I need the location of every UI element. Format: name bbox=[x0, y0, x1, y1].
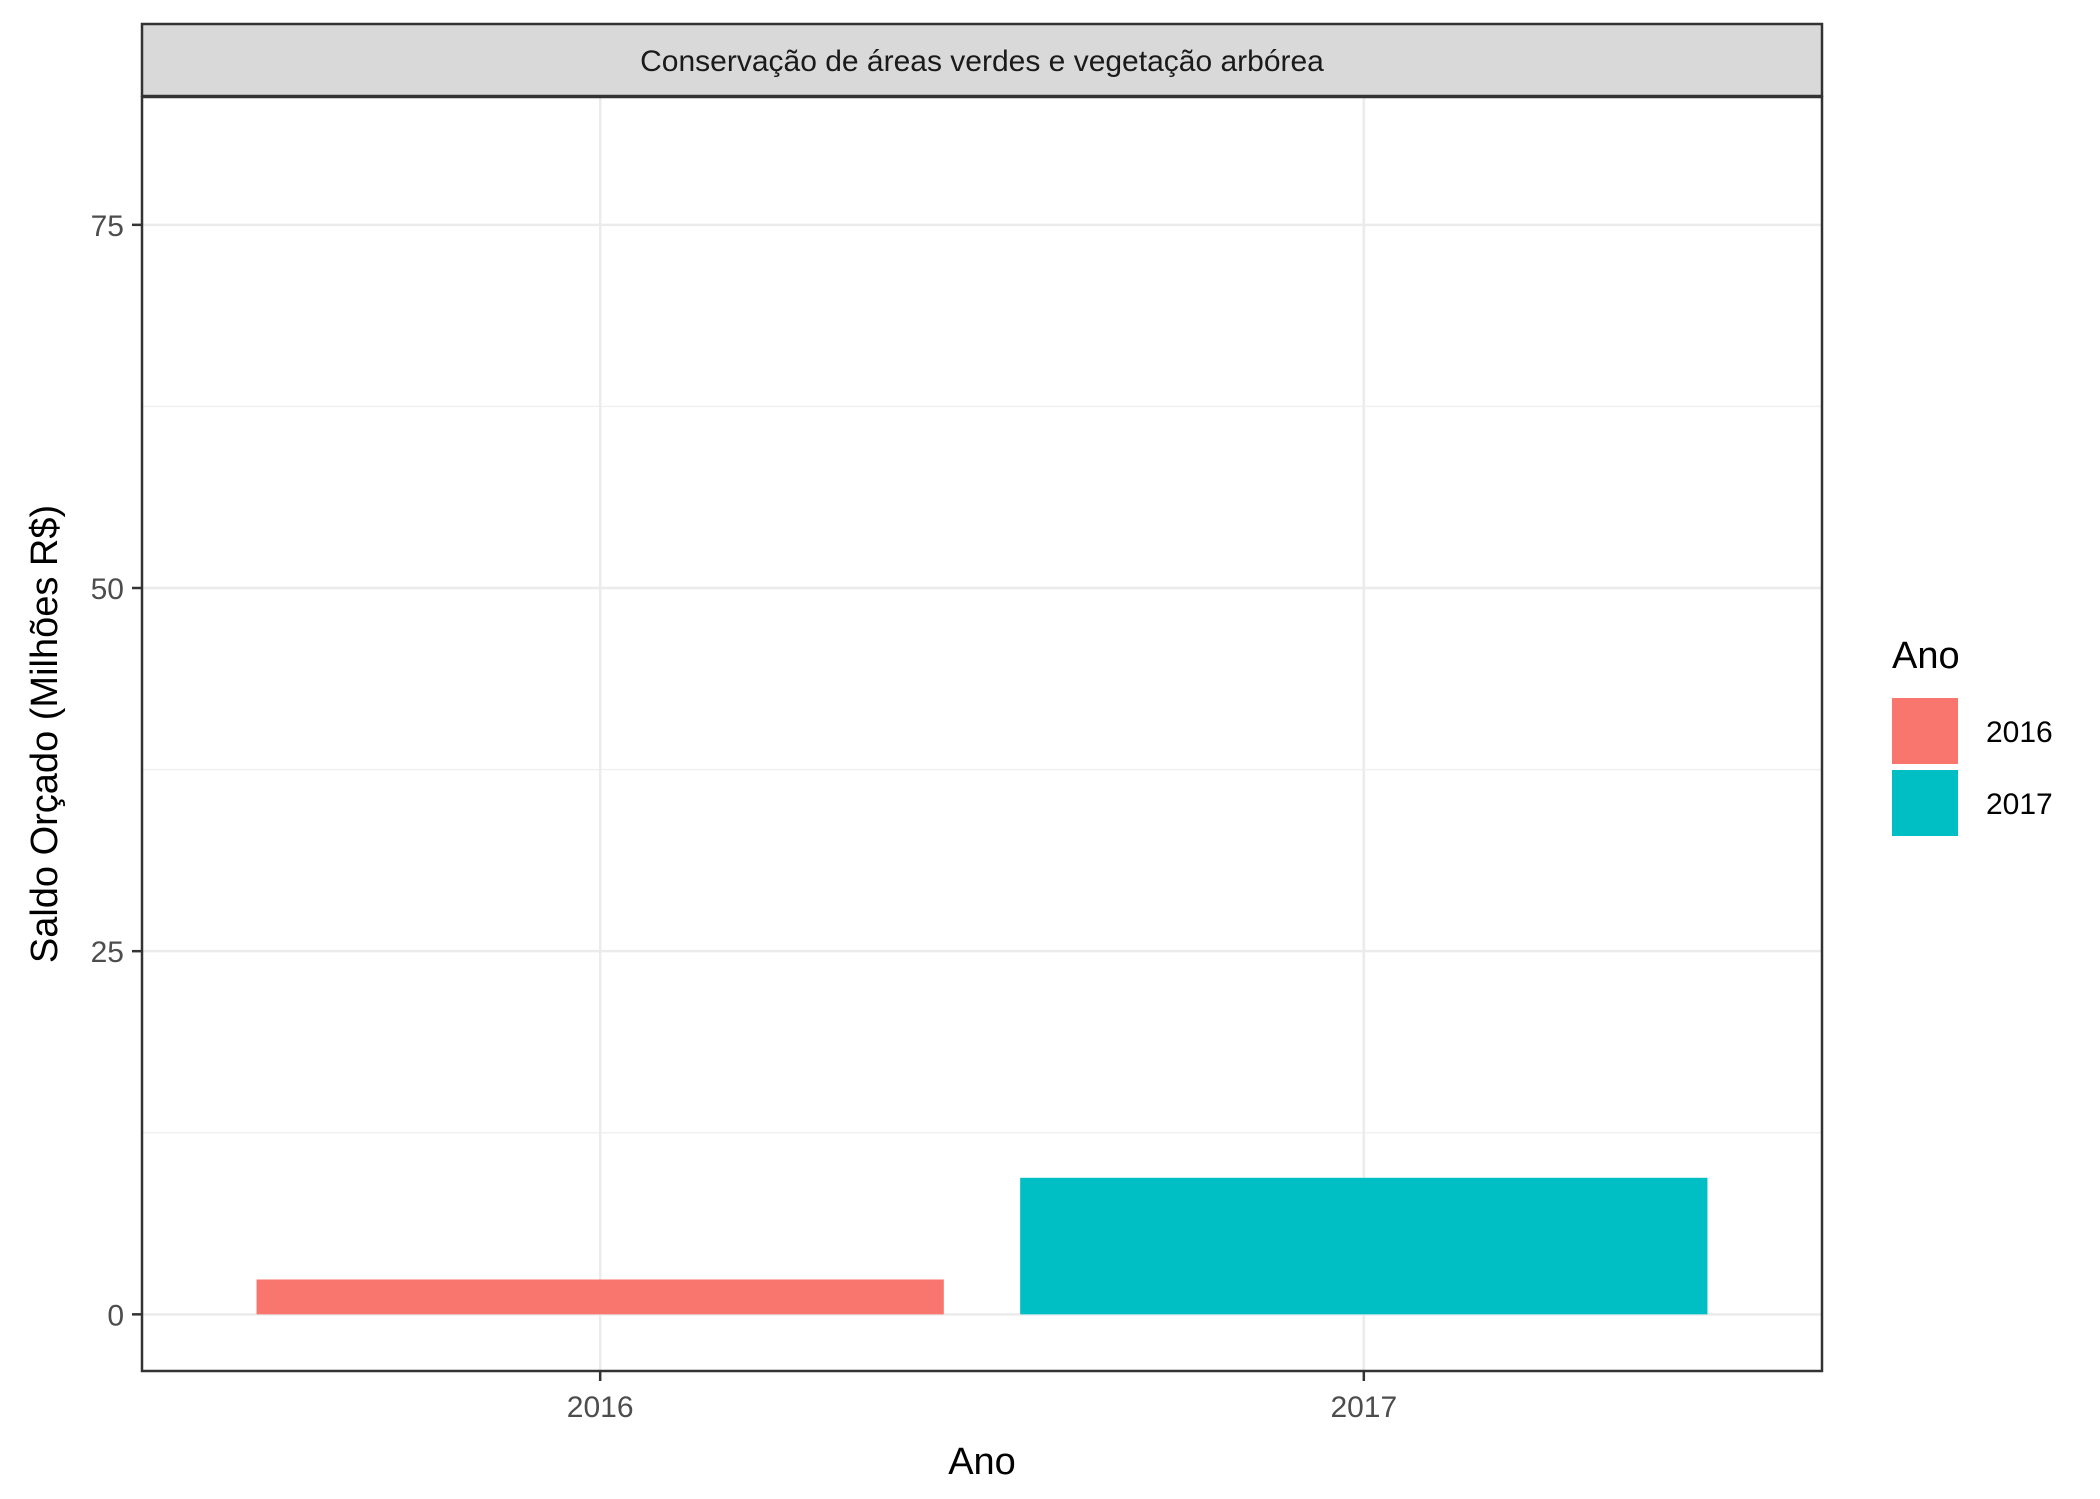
x-axis-title: Ano bbox=[948, 1441, 1016, 1483]
y-tick-label: 50 bbox=[91, 573, 124, 606]
facet-strip bbox=[140, 22, 1824, 98]
y-axis-title: Saldo Orçado (Milhões R$) bbox=[24, 505, 66, 963]
y-tick-label: 25 bbox=[91, 936, 124, 969]
y-tick-label: 75 bbox=[91, 210, 124, 243]
y-tick-label: 0 bbox=[107, 1299, 124, 1332]
legend: Ano 2016 2017 bbox=[1892, 635, 2053, 836]
facet-title: Conservação de áreas verdes e vegetação … bbox=[640, 45, 1324, 78]
bar-2016 bbox=[256, 1279, 944, 1315]
bars bbox=[256, 1177, 1708, 1315]
legend-label-2016: 2016 bbox=[1986, 716, 2053, 749]
y-axis: 0 25 50 75 bbox=[91, 210, 142, 1332]
minor-gridlines bbox=[142, 405, 1822, 1134]
x-axis: 2016 2017 bbox=[567, 1371, 1397, 1424]
legend-key-2016 bbox=[1892, 698, 1958, 764]
x-tick-label: 2017 bbox=[1330, 1391, 1397, 1424]
legend-title: Ano bbox=[1892, 635, 1960, 677]
legend-label-2017: 2017 bbox=[1986, 788, 2053, 821]
bar-2017 bbox=[1020, 1177, 1708, 1315]
legend-key-2017 bbox=[1892, 770, 1958, 836]
plot-panel bbox=[142, 97, 1822, 1371]
x-tick-label: 2016 bbox=[567, 1391, 634, 1424]
plot-panel-border bbox=[140, 95, 1824, 1373]
